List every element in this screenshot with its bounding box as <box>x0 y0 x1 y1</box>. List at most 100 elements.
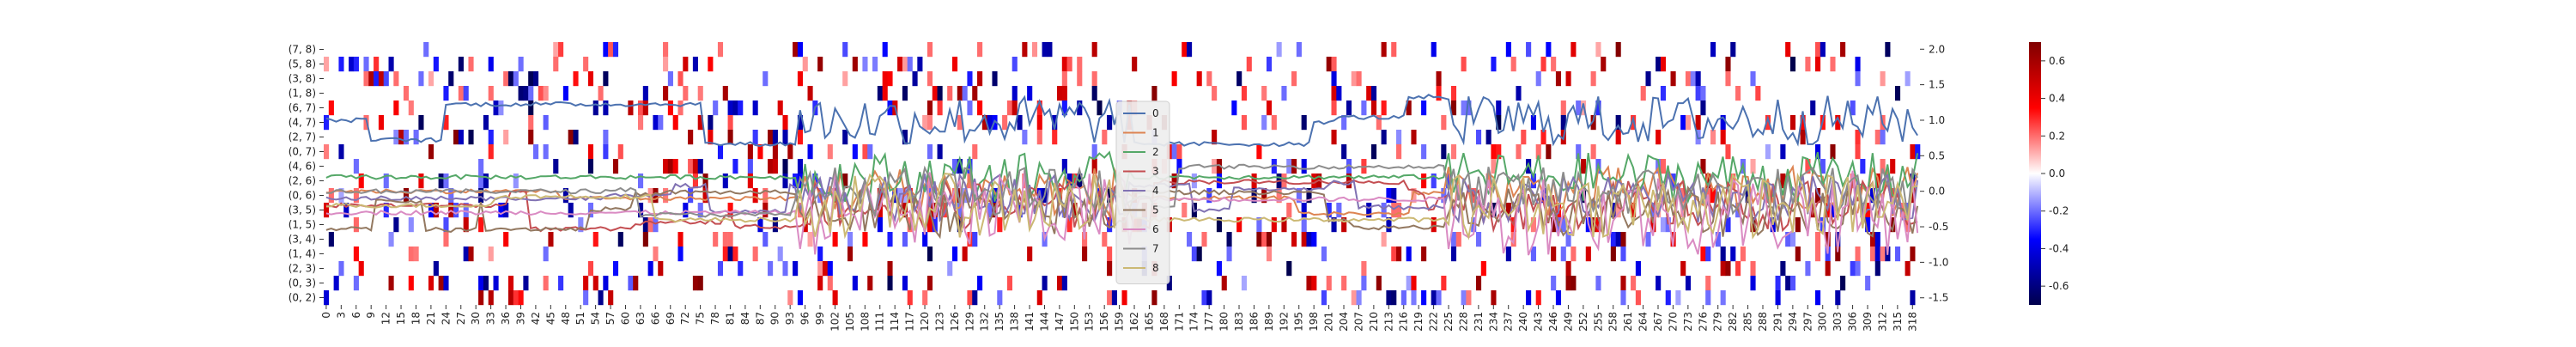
heatmap-cell <box>1226 247 1232 262</box>
heatmap-cell <box>333 276 339 291</box>
heatmap-cell <box>827 276 833 291</box>
heatmap-cell <box>1535 144 1541 160</box>
heatmap-cell <box>1097 188 1103 204</box>
heatmap-cell <box>1411 130 1417 145</box>
row-label: (3, 4) <box>289 234 316 246</box>
heatmap-cell <box>1006 276 1012 291</box>
heatmap-cell <box>902 86 908 101</box>
heatmap-cell <box>722 232 728 247</box>
heatmap-cell <box>1720 290 1726 306</box>
heatmap-cell <box>1560 115 1566 131</box>
heatmap-cell <box>1880 71 1886 87</box>
heatmap-cell <box>1361 261 1367 277</box>
heatmap-cell <box>927 247 933 262</box>
heatmap-cell <box>1052 130 1058 145</box>
heatmap-cell <box>882 42 888 58</box>
heatmap-cell <box>1256 232 1262 247</box>
heatmap-cell <box>1361 276 1367 291</box>
heatmap-cell <box>1012 86 1018 101</box>
heatmap-cell <box>463 203 469 218</box>
heatmap-cell <box>653 217 659 233</box>
heatmap-cell <box>1800 130 1806 145</box>
heatmap-cell <box>1027 86 1033 101</box>
heatmap-cell <box>987 203 993 218</box>
heatmap-cell <box>1396 247 1402 262</box>
x-tick-label: 213 <box>1382 312 1394 332</box>
row-label: (1, 5) <box>289 219 316 231</box>
heatmap-cell <box>877 217 883 233</box>
heatmap-cell <box>1785 276 1791 291</box>
heatmap-cell <box>1281 86 1287 101</box>
heatmap-cell <box>677 232 683 247</box>
heatmap-cell <box>727 115 733 131</box>
x-tick-label: 96 <box>799 312 811 325</box>
heatmap-cell <box>562 86 568 101</box>
heatmap-cell <box>478 217 484 233</box>
heatmap-cell <box>488 130 494 145</box>
heatmap-cell <box>1705 276 1711 291</box>
heatmap-cell <box>1436 290 1442 306</box>
heatmap-cell <box>1645 232 1651 247</box>
heatmap-cell <box>1530 174 1536 189</box>
heatmap-cell <box>1765 144 1771 160</box>
heatmap-cell <box>937 100 943 116</box>
x-tick-label: 273 <box>1682 312 1694 332</box>
heatmap-cell <box>1815 232 1821 247</box>
heatmap-cell <box>507 290 514 306</box>
heatmap-cell <box>518 86 524 101</box>
heatmap-cell <box>1102 232 1108 247</box>
heatmap-cell <box>1091 144 1097 160</box>
heatmap-cell <box>1281 217 1287 233</box>
heatmap-cell <box>1615 115 1621 131</box>
x-tick-label: 312 <box>1876 312 1888 332</box>
heatmap-cell <box>782 159 788 174</box>
heatmap-cell <box>1042 42 1048 58</box>
x-tick-label: 159 <box>1114 312 1126 332</box>
x-tick-label: 153 <box>1084 312 1096 332</box>
heatmap-cell <box>1386 290 1392 306</box>
heatmap-cell <box>1890 217 1896 233</box>
heatmap-cell <box>1341 144 1347 160</box>
heatmap-cell <box>633 276 639 291</box>
heatmap-cell <box>1656 130 1662 145</box>
x-tick-label: 69 <box>665 312 677 325</box>
heatmap-cell <box>1097 100 1103 116</box>
heatmap-cell <box>1441 188 1447 204</box>
x-tick-label: 72 <box>679 312 691 325</box>
heatmap-cell <box>1521 130 1527 145</box>
heatmap-cell <box>1261 86 1267 101</box>
heatmap-cell <box>967 290 973 306</box>
heatmap-cell <box>1091 159 1097 174</box>
heatmap-cell <box>1526 290 1532 306</box>
heatmap-cell <box>603 100 609 116</box>
heatmap-cell <box>1061 100 1067 116</box>
heatmap-cell <box>637 203 644 218</box>
heatmap-cell <box>1056 276 1063 291</box>
heatmap-cell <box>393 130 399 145</box>
x-tick-label: 123 <box>934 312 946 332</box>
heatmap-cell <box>1640 86 1646 101</box>
heatmap-cell <box>483 276 489 291</box>
heatmap-cell <box>1066 217 1072 233</box>
line-axis-tick-label: -1.0 <box>1929 256 1948 268</box>
heatmap-cell <box>1201 232 1207 247</box>
heatmap-cell <box>1241 86 1248 101</box>
heatmap-cell <box>1341 217 1347 233</box>
heatmap-cell <box>528 130 534 145</box>
heatmap-cell <box>1835 115 1841 131</box>
heatmap-cell <box>1182 203 1188 218</box>
heatmap-cell <box>1286 261 1292 277</box>
heatmap-cell <box>583 290 589 306</box>
heatmap-cell <box>1590 71 1596 87</box>
heatmap-cell <box>388 232 394 247</box>
heatmap-cell <box>338 188 344 204</box>
heatmap-cell <box>1880 130 1886 145</box>
heatmap-cell <box>972 86 978 101</box>
heatmap-cell <box>1271 217 1277 233</box>
heatmap-cell <box>1860 159 1866 174</box>
heatmap-cell <box>663 159 669 174</box>
heatmap-cell <box>413 247 419 262</box>
heatmap-cell <box>628 100 634 116</box>
x-tick-label: 264 <box>1637 312 1649 332</box>
heatmap-cell <box>1576 100 1582 116</box>
